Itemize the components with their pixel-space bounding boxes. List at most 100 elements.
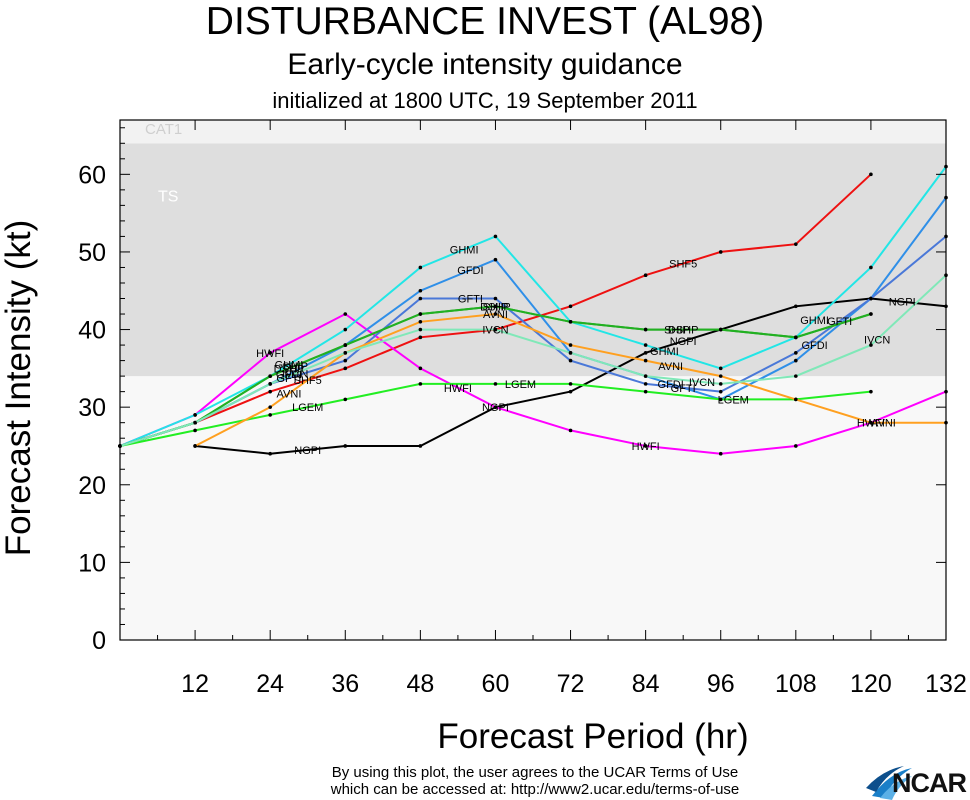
data-point [643, 374, 648, 378]
data-point [418, 382, 423, 386]
data-point [869, 420, 873, 425]
data-point [493, 257, 498, 262]
series-label: LGEM [718, 394, 749, 406]
series-label: GHMI [650, 346, 679, 358]
data-point [343, 312, 348, 316]
y-tick-label: 20 [78, 472, 106, 500]
data-point [568, 389, 573, 394]
band-label: TS [158, 188, 178, 205]
series-label: NGPI [670, 336, 697, 348]
data-point [193, 413, 197, 417]
series-line [119, 274, 947, 447]
data-point [493, 234, 498, 239]
terms-notice-line2: which can be accessed at: http://www2.uc… [330, 781, 740, 798]
x-tick-label: 48 [406, 670, 434, 698]
data-point [643, 444, 648, 448]
ncar-swoosh-icon [866, 766, 912, 800]
series-label: SHIP [664, 325, 690, 337]
chart-title: DISTURBANCE INVEST (AL98) [205, 0, 765, 43]
series-label: DSHP [274, 363, 305, 375]
series-label: LGEM [505, 379, 536, 391]
series-label: GFDI [276, 369, 302, 381]
data-point [869, 343, 873, 347]
series-label: DSHP [668, 325, 699, 337]
series-label: NGPI [294, 445, 321, 457]
data-point [268, 389, 272, 394]
data-point [343, 343, 348, 347]
data-point [794, 351, 798, 355]
data-point [643, 327, 648, 332]
data-point [794, 444, 798, 448]
x-tick-label: 96 [707, 670, 735, 698]
series-label: HWFI [632, 441, 660, 453]
x-tick-label: 132 [925, 670, 967, 698]
data-point [718, 389, 723, 394]
series-label: HWFI [256, 348, 284, 360]
series-label: SHIP [483, 301, 509, 313]
data-point [193, 420, 197, 425]
y-tick-label: 30 [78, 394, 106, 422]
series-label: DSHP [480, 301, 511, 313]
data-point [418, 335, 423, 340]
data-point [493, 327, 498, 332]
data-point [343, 327, 348, 332]
data-point [568, 343, 573, 347]
data-point [268, 374, 272, 378]
x-tick-label: 108 [775, 670, 817, 698]
data-point [343, 366, 348, 371]
data-point [493, 382, 498, 386]
terms-notice-line1: By using this plot, the user agrees to t… [331, 764, 739, 781]
data-point [643, 273, 648, 278]
data-point [643, 382, 648, 386]
series-label: SHF5 [294, 375, 322, 387]
series-label: GFTI [276, 373, 301, 385]
x-tick-label: 120 [850, 670, 892, 698]
intensity-band [120, 376, 946, 640]
series-label: IVCN [482, 325, 508, 337]
series-label: GFTI [671, 383, 696, 395]
data-point [268, 451, 272, 456]
data-point [493, 405, 498, 409]
data-point [718, 451, 723, 456]
data-point [493, 296, 498, 301]
data-point [418, 366, 423, 371]
data-point [718, 397, 723, 402]
y-tick-label: 10 [78, 549, 106, 577]
data-point [418, 444, 423, 448]
data-point [869, 296, 873, 301]
data-point [643, 351, 648, 355]
series-label: GHMI [275, 359, 304, 371]
data-point [718, 327, 723, 332]
data-point [718, 382, 723, 386]
y-tick-label: 40 [78, 317, 106, 345]
data-point [568, 382, 573, 386]
data-point [343, 358, 348, 363]
intensity-chart: TS CAT1 12 24 36 48 60 72 84 96 108 120 132 0 10 20 30 4… [0, 119, 967, 756]
data-point [643, 343, 648, 347]
series-label: GHMI [450, 244, 479, 256]
data-point [418, 296, 423, 301]
x-tick-label: 12 [181, 670, 209, 698]
data-point [568, 319, 573, 324]
band-label: CAT1 [145, 121, 182, 138]
data-point [718, 374, 723, 378]
data-point [794, 304, 798, 309]
data-point [418, 312, 423, 316]
data-point [568, 351, 573, 355]
data-point [794, 397, 798, 402]
series-label: LGEM [292, 402, 323, 414]
data-point [343, 397, 348, 402]
y-axis-title: Forecast Intensity (kt) [0, 220, 38, 556]
series-label: HWFI [444, 383, 472, 395]
series-label: IVCN [689, 377, 715, 389]
data-point [193, 428, 197, 433]
series-line [119, 312, 947, 455]
data-point [794, 374, 798, 378]
data-point [418, 288, 423, 293]
data-point [268, 405, 272, 409]
data-point [343, 444, 348, 448]
data-point [869, 172, 873, 177]
x-tick-label: 72 [557, 670, 585, 698]
data-point [869, 265, 873, 270]
y-tick-label: 0 [92, 627, 106, 655]
